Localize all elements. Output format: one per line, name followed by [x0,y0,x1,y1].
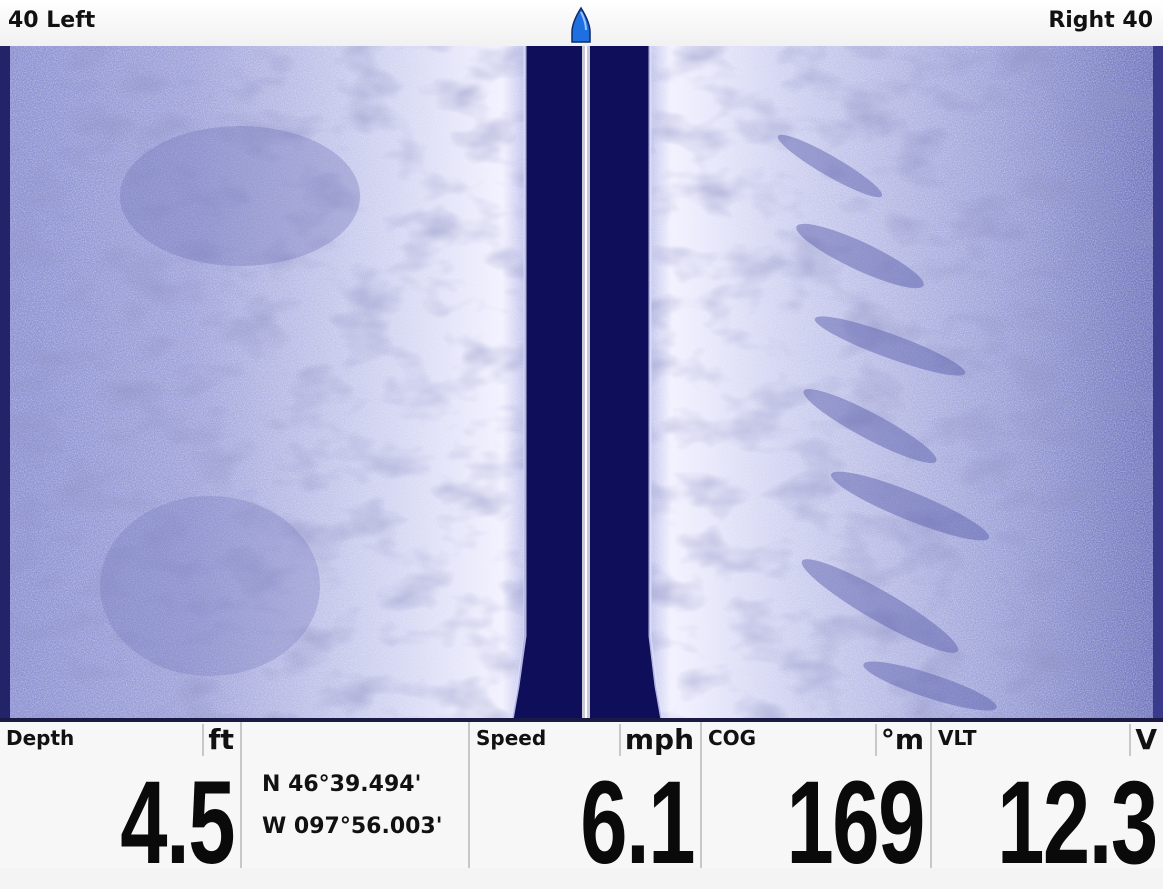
depth-label: Depth [6,726,75,750]
speed-value: 6.1 [580,757,695,889]
side-imaging-sonar-image [10,46,1153,720]
sonar-frame-left [0,46,10,720]
longitude-value: W 097°56.003' [262,814,443,839]
sonar-frame-right [1153,46,1163,720]
digital-readouts-bar: Depth ft 4.5 N 46°39.494' W 097°56.003' … [0,722,1163,883]
depth-readout: Depth ft 4.5 [0,722,242,882]
left-range-label: 40 Left [8,8,96,33]
cog-unit: °m [874,724,924,756]
side-imaging-view[interactable] [10,46,1153,720]
speed-label: Speed [476,726,547,750]
cog-readout: COG °m 169 [702,722,932,882]
range-header: 40 Left Right 40 [0,0,1163,48]
latitude-value: N 46°39.494' [262,772,422,797]
voltage-label: VLT [938,726,977,750]
boat-marker-icon [571,6,591,43]
right-range-label: Right 40 [1048,8,1153,33]
voltage-value: 12.3 [997,757,1158,889]
depth-value: 4.5 [120,757,235,889]
sonar-bottom-divider [0,718,1163,722]
speed-unit: mph [618,724,694,756]
depth-unit: ft [202,724,234,756]
speed-readout: Speed mph 6.1 [470,722,702,882]
cog-label: COG [708,726,757,750]
position-readout: N 46°39.494' W 097°56.003' [242,722,470,868]
voltage-readout: VLT V 12.3 [932,722,1163,883]
voltage-unit: V [1129,724,1157,756]
cog-value: 169 [786,757,926,889]
